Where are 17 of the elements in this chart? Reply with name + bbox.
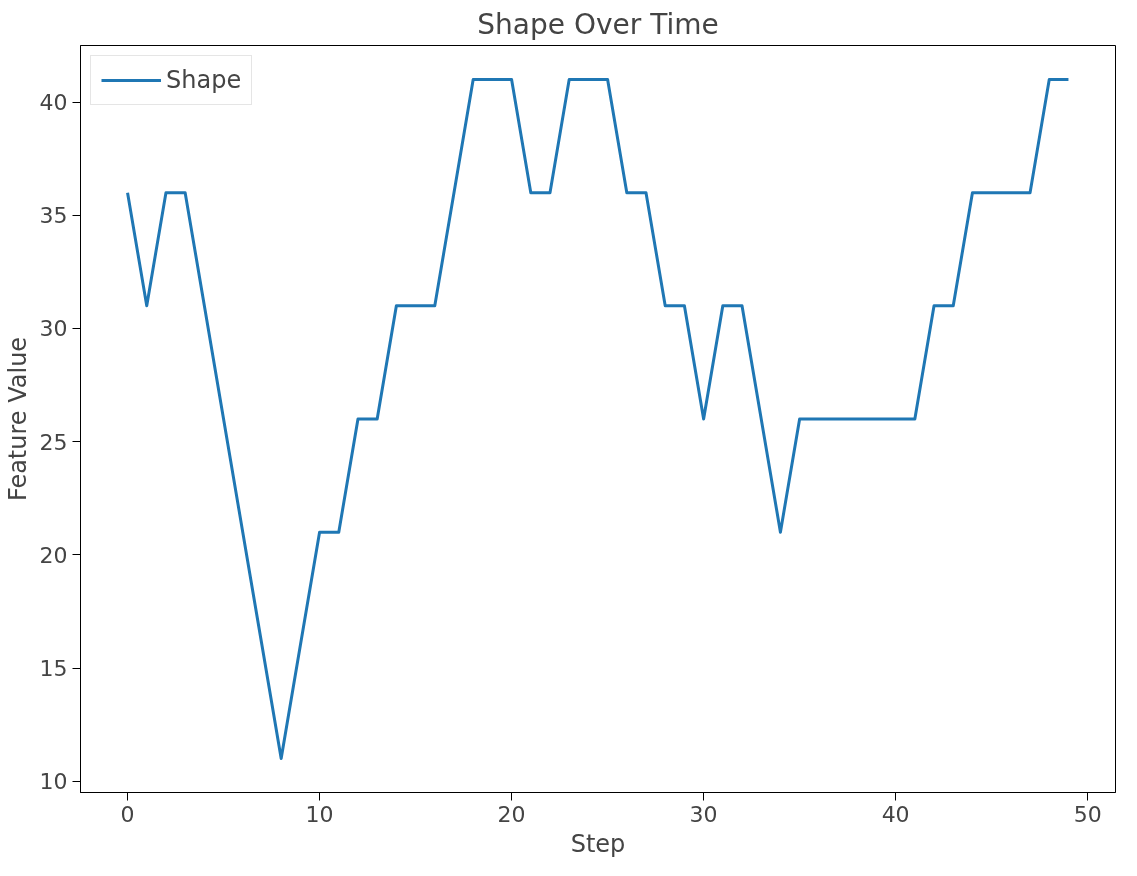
legend-label: Shape — [166, 66, 242, 94]
y-tick-label: 15 — [39, 656, 68, 681]
y-axis-title: Feature Value — [3, 336, 32, 502]
x-tick-label: 10 — [305, 801, 334, 827]
y-tick-label: 40 — [39, 90, 68, 116]
y-tick-label: 20 — [39, 542, 68, 568]
y-tick-label: 30 — [39, 316, 68, 342]
x-tick-label: 0 — [120, 801, 135, 827]
y-tick-label: 25 — [39, 429, 68, 455]
x-axis-title: Step — [570, 829, 626, 858]
x-tick-label: 40 — [881, 801, 910, 827]
x-tick-label: 20 — [497, 801, 526, 827]
x-tick-label: 50 — [1073, 801, 1102, 827]
chart-title: Shape Over Time — [477, 7, 719, 41]
x-tick-label: 30 — [689, 801, 718, 827]
y-tick-label: 35 — [39, 203, 68, 229]
y-tick-label: 10 — [39, 769, 68, 795]
